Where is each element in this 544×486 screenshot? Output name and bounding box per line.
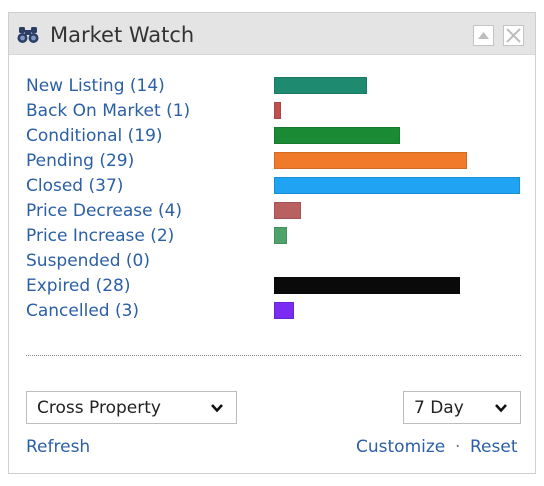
close-button[interactable] bbox=[503, 25, 524, 46]
refresh-link[interactable]: Refresh bbox=[26, 437, 91, 457]
status-row: Price Decrease (4) bbox=[26, 199, 526, 224]
status-link[interactable]: Back On Market (1) bbox=[26, 101, 191, 121]
status-link[interactable]: Price Decrease (4) bbox=[26, 201, 183, 221]
status-row: Closed (37) bbox=[26, 174, 526, 199]
collapse-button[interactable] bbox=[473, 25, 494, 46]
widget-title: Market Watch bbox=[50, 23, 195, 47]
status-link[interactable]: Cancelled (3) bbox=[26, 301, 140, 321]
status-link[interactable]: Conditional (19) bbox=[26, 126, 163, 146]
status-bar bbox=[274, 102, 281, 119]
status-row: New Listing (14) bbox=[26, 74, 526, 99]
divider bbox=[26, 355, 521, 356]
reset-link[interactable]: Reset bbox=[470, 437, 518, 457]
status-bar bbox=[274, 302, 294, 319]
status-link[interactable]: Price Increase (2) bbox=[26, 226, 175, 246]
status-bar bbox=[274, 77, 367, 94]
widget-header: Market Watch bbox=[9, 13, 535, 55]
status-bar bbox=[274, 227, 287, 244]
status-row: Back On Market (1) bbox=[26, 99, 526, 124]
status-row: Conditional (19) bbox=[26, 124, 526, 149]
property-select[interactable]: Cross Property bbox=[26, 391, 237, 424]
link-separator: · bbox=[455, 437, 461, 457]
period-select-value: 7 Day bbox=[414, 398, 464, 418]
status-link: Suspended (0) bbox=[26, 251, 150, 271]
status-bar bbox=[274, 277, 460, 294]
status-link[interactable]: Pending (29) bbox=[26, 151, 135, 171]
period-select[interactable]: 7 Day bbox=[403, 391, 521, 424]
binoculars-icon bbox=[17, 27, 39, 43]
chevron-down-icon bbox=[495, 404, 507, 413]
status-list: New Listing (14) Back On Market (1) Condit… bbox=[26, 74, 526, 324]
property-select-value: Cross Property bbox=[37, 398, 161, 418]
status-link[interactable]: New Listing (14) bbox=[26, 76, 165, 96]
status-bar bbox=[274, 177, 520, 194]
chevron-down-icon bbox=[211, 404, 223, 413]
status-bar bbox=[274, 127, 400, 144]
status-row: Cancelled (3) bbox=[26, 299, 526, 324]
status-link[interactable]: Expired (28) bbox=[26, 276, 131, 296]
status-row: Pending (29) bbox=[26, 149, 526, 174]
status-bar bbox=[274, 202, 301, 219]
status-row: Suspended (0) bbox=[26, 249, 526, 274]
triangle-up-icon bbox=[478, 32, 489, 39]
status-bar bbox=[274, 152, 467, 169]
market-watch-widget: Market Watch New Listing (14) Back On Mar… bbox=[8, 12, 536, 474]
status-row: Expired (28) bbox=[26, 274, 526, 299]
status-row: Price Increase (2) bbox=[26, 224, 526, 249]
status-link[interactable]: Closed (37) bbox=[26, 176, 124, 196]
close-icon bbox=[506, 28, 521, 43]
customize-link[interactable]: Customize bbox=[356, 437, 446, 457]
